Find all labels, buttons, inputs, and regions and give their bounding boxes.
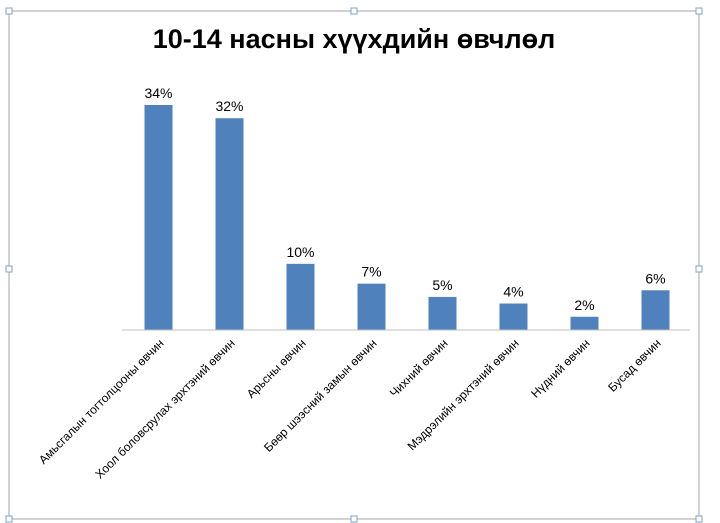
bar-2 [215,118,244,330]
data-label-2: 32% [215,98,243,114]
resize-handle-6[interactable] [5,515,13,523]
data-label-1: 34% [144,85,172,101]
bar-7 [570,316,599,330]
resize-handle-1[interactable] [5,7,13,15]
data-label-6: 4% [503,284,523,300]
resize-handle-8[interactable] [695,515,703,523]
data-label-3: 10% [286,244,314,260]
selection-handles[interactable] [5,7,703,523]
category-label-8: Бусад өвчин [605,336,663,394]
bar-6 [499,303,528,330]
bar-8 [641,290,670,330]
category-label-7: Нүдний өвчин [528,336,592,400]
bar-3 [286,263,315,330]
category-label-3: Арьсны өвчин [244,336,309,401]
resize-handle-7[interactable] [350,515,358,523]
resize-handle-3[interactable] [695,7,703,15]
plot-area: 34% Амьсгалын тогтолцооны өвчин 32% Хоол бо… [36,85,670,482]
chart-frame[interactable] [8,10,700,520]
data-label-4: 7% [361,264,381,280]
category-label-5: Чихний өвчин [387,336,451,400]
chart-title: 10-14 насны хүүхдийн өвчлөл [153,24,556,54]
data-label-8: 6% [645,270,665,286]
bar-4 [357,283,386,330]
category-label-4: Бөөр шээсний замын өвчин [261,336,379,454]
bar-1 [144,105,173,330]
bar-5 [428,296,457,330]
resize-handle-5[interactable] [695,265,703,273]
category-label-2: Хоол боловсрулах эрхтэний өвчин [92,336,237,481]
data-label-5: 5% [432,277,452,293]
resize-handle-2[interactable] [350,7,358,15]
resize-handle-4[interactable] [5,265,13,273]
data-label-7: 2% [574,297,594,313]
category-label-1: Амьсгалын тогтолцооны өвчин [36,336,167,467]
